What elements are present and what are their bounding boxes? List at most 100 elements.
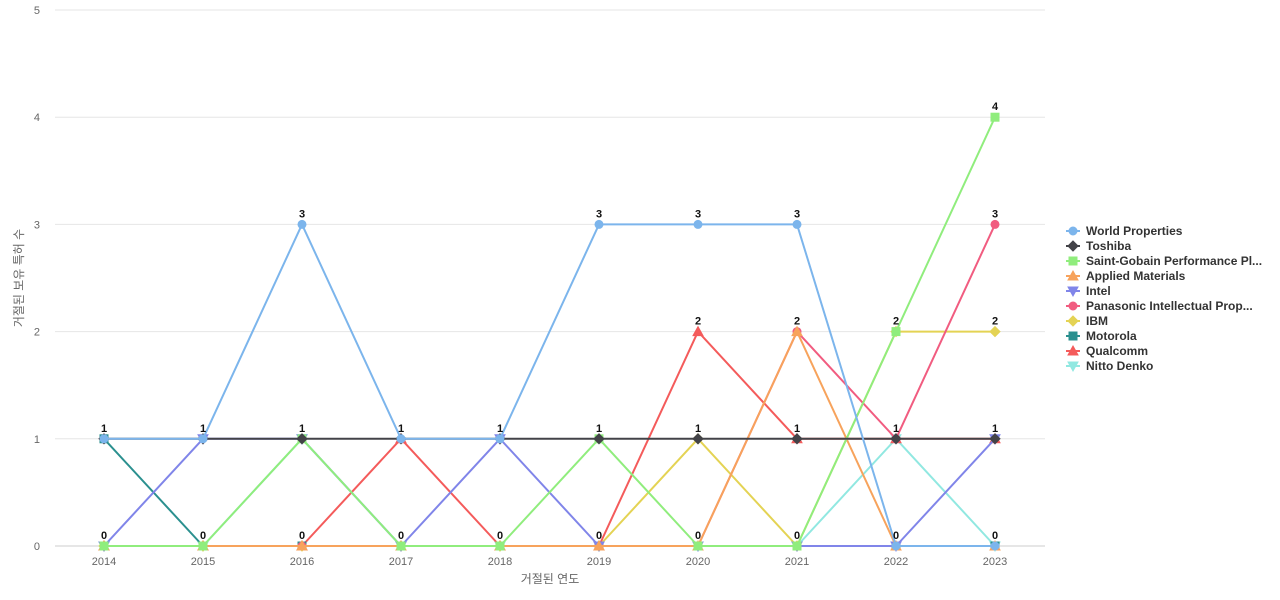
x-tick-label: 2014 xyxy=(92,556,116,568)
x-axis-title: 거절된 연도 xyxy=(521,572,580,586)
data-point xyxy=(396,541,406,551)
y-tick-label: 0 xyxy=(34,541,40,553)
data-label: 4 xyxy=(992,101,999,113)
series-lines xyxy=(98,112,1001,553)
data-label: 1 xyxy=(497,423,503,435)
data-point xyxy=(495,434,505,444)
data-point xyxy=(296,433,308,445)
legend-marker xyxy=(1067,361,1079,373)
data-point xyxy=(791,325,803,337)
data-label: 1 xyxy=(299,423,305,435)
data-point xyxy=(99,434,109,444)
legend-item[interactable]: Toshiba xyxy=(1066,239,1131,253)
data-point xyxy=(990,112,1000,122)
data-point xyxy=(593,433,605,445)
data-label: 0 xyxy=(299,530,305,542)
data-point xyxy=(495,541,505,551)
data-label: 3 xyxy=(794,208,800,220)
x-tick-label: 2020 xyxy=(686,556,710,568)
data-point xyxy=(792,541,802,551)
legend-item[interactable]: IBM xyxy=(1066,314,1108,328)
data-point xyxy=(198,434,208,444)
data-label: 0 xyxy=(101,530,107,542)
data-label: 0 xyxy=(200,530,206,542)
data-label: 0 xyxy=(893,530,899,542)
data-label: 1 xyxy=(893,423,899,435)
data-point xyxy=(989,433,1001,445)
x-tick-label: 2022 xyxy=(884,556,908,568)
data-label: 1 xyxy=(794,423,800,435)
legend-item[interactable]: World Properties xyxy=(1066,224,1183,238)
series-line xyxy=(104,223,995,547)
data-point xyxy=(692,325,704,337)
data-point xyxy=(693,541,703,551)
legend-label: Saint-Gobain Performance Pl... xyxy=(1086,254,1262,268)
legend-label: Intel xyxy=(1086,284,1111,298)
y-tick-label: 2 xyxy=(34,327,40,339)
data-point xyxy=(989,325,1001,338)
legend-marker xyxy=(1067,315,1079,327)
legend-marker xyxy=(1067,240,1079,252)
legend-marker xyxy=(1067,344,1079,356)
data-point xyxy=(198,541,208,551)
data-label: 3 xyxy=(299,208,305,220)
legend-item[interactable]: Nitto Denko xyxy=(1066,359,1153,373)
legend-marker xyxy=(1068,301,1078,311)
legend-item[interactable]: Saint-Gobain Performance Pl... xyxy=(1066,254,1262,268)
y-tick-label: 1 xyxy=(34,434,40,446)
y-axis-title: 거절된 보유 특허 수 xyxy=(12,229,26,327)
data-label: 0 xyxy=(497,530,503,542)
data-point xyxy=(396,434,406,444)
x-tick-label: 2018 xyxy=(488,556,512,568)
legend-item[interactable]: Qualcomm xyxy=(1066,344,1148,358)
legend-label: Toshiba xyxy=(1086,239,1131,253)
legend-label: Applied Materials xyxy=(1086,269,1186,283)
data-label: 0 xyxy=(695,530,701,542)
y-tick-label: 5 xyxy=(34,5,40,17)
data-labels: 1 0 1 0 3 0 1 1 0 1 0 3 0 1 3 0 2 1 3 0 2 1 2 0 1 4 0 3 2 1 xyxy=(101,101,999,542)
data-label: 2 xyxy=(695,316,701,328)
data-label: 1 xyxy=(200,423,206,435)
data-label: 1 xyxy=(992,423,998,435)
legend-item[interactable]: Applied Materials xyxy=(1066,269,1186,283)
data-point xyxy=(593,539,605,551)
data-label: 0 xyxy=(398,530,404,542)
data-point xyxy=(296,539,308,551)
x-tick-label: 2016 xyxy=(290,556,314,568)
data-point xyxy=(792,219,802,229)
data-label: 1 xyxy=(398,423,404,435)
legend-item[interactable]: Panasonic Intellectual Prop... xyxy=(1066,299,1253,313)
legend-marker xyxy=(1068,226,1078,236)
data-label: 0 xyxy=(992,530,998,542)
x-tick-label: 2023 xyxy=(983,556,1007,568)
x-tick-label: 2015 xyxy=(191,556,215,568)
legend-marker xyxy=(1068,331,1078,341)
x-tick-label: 2021 xyxy=(785,556,809,568)
y-axis-ticks: 0 1 2 3 4 5 xyxy=(34,5,40,553)
x-tick-label: 2017 xyxy=(389,556,413,568)
data-label: 2 xyxy=(794,316,800,328)
legend-marker xyxy=(1067,269,1079,281)
gridlines xyxy=(55,9,1045,547)
data-point xyxy=(99,541,109,551)
data-label: 2 xyxy=(992,316,998,328)
legend-label: Motorola xyxy=(1086,329,1137,343)
data-point xyxy=(990,541,1000,551)
x-axis-ticks: 2014 2015 2016 2017 2018 2019 2020 2021 2022 2023 xyxy=(92,556,1007,568)
legend-item[interactable]: Intel xyxy=(1066,284,1111,298)
legend-item[interactable]: Motorola xyxy=(1066,329,1137,343)
legend-marker xyxy=(1067,286,1079,298)
legend-marker xyxy=(1068,256,1078,266)
series-world-properties xyxy=(99,219,1000,551)
data-point xyxy=(594,219,604,229)
data-label: 3 xyxy=(596,208,602,220)
legend-label: World Properties xyxy=(1086,224,1183,238)
data-point xyxy=(891,541,901,551)
data-label: 3 xyxy=(695,208,701,220)
legend-label: Nitto Denko xyxy=(1086,359,1153,373)
x-tick-label: 2019 xyxy=(587,556,611,568)
y-tick-label: 4 xyxy=(34,112,40,124)
data-point xyxy=(990,219,1000,229)
data-label: 0 xyxy=(794,530,800,542)
